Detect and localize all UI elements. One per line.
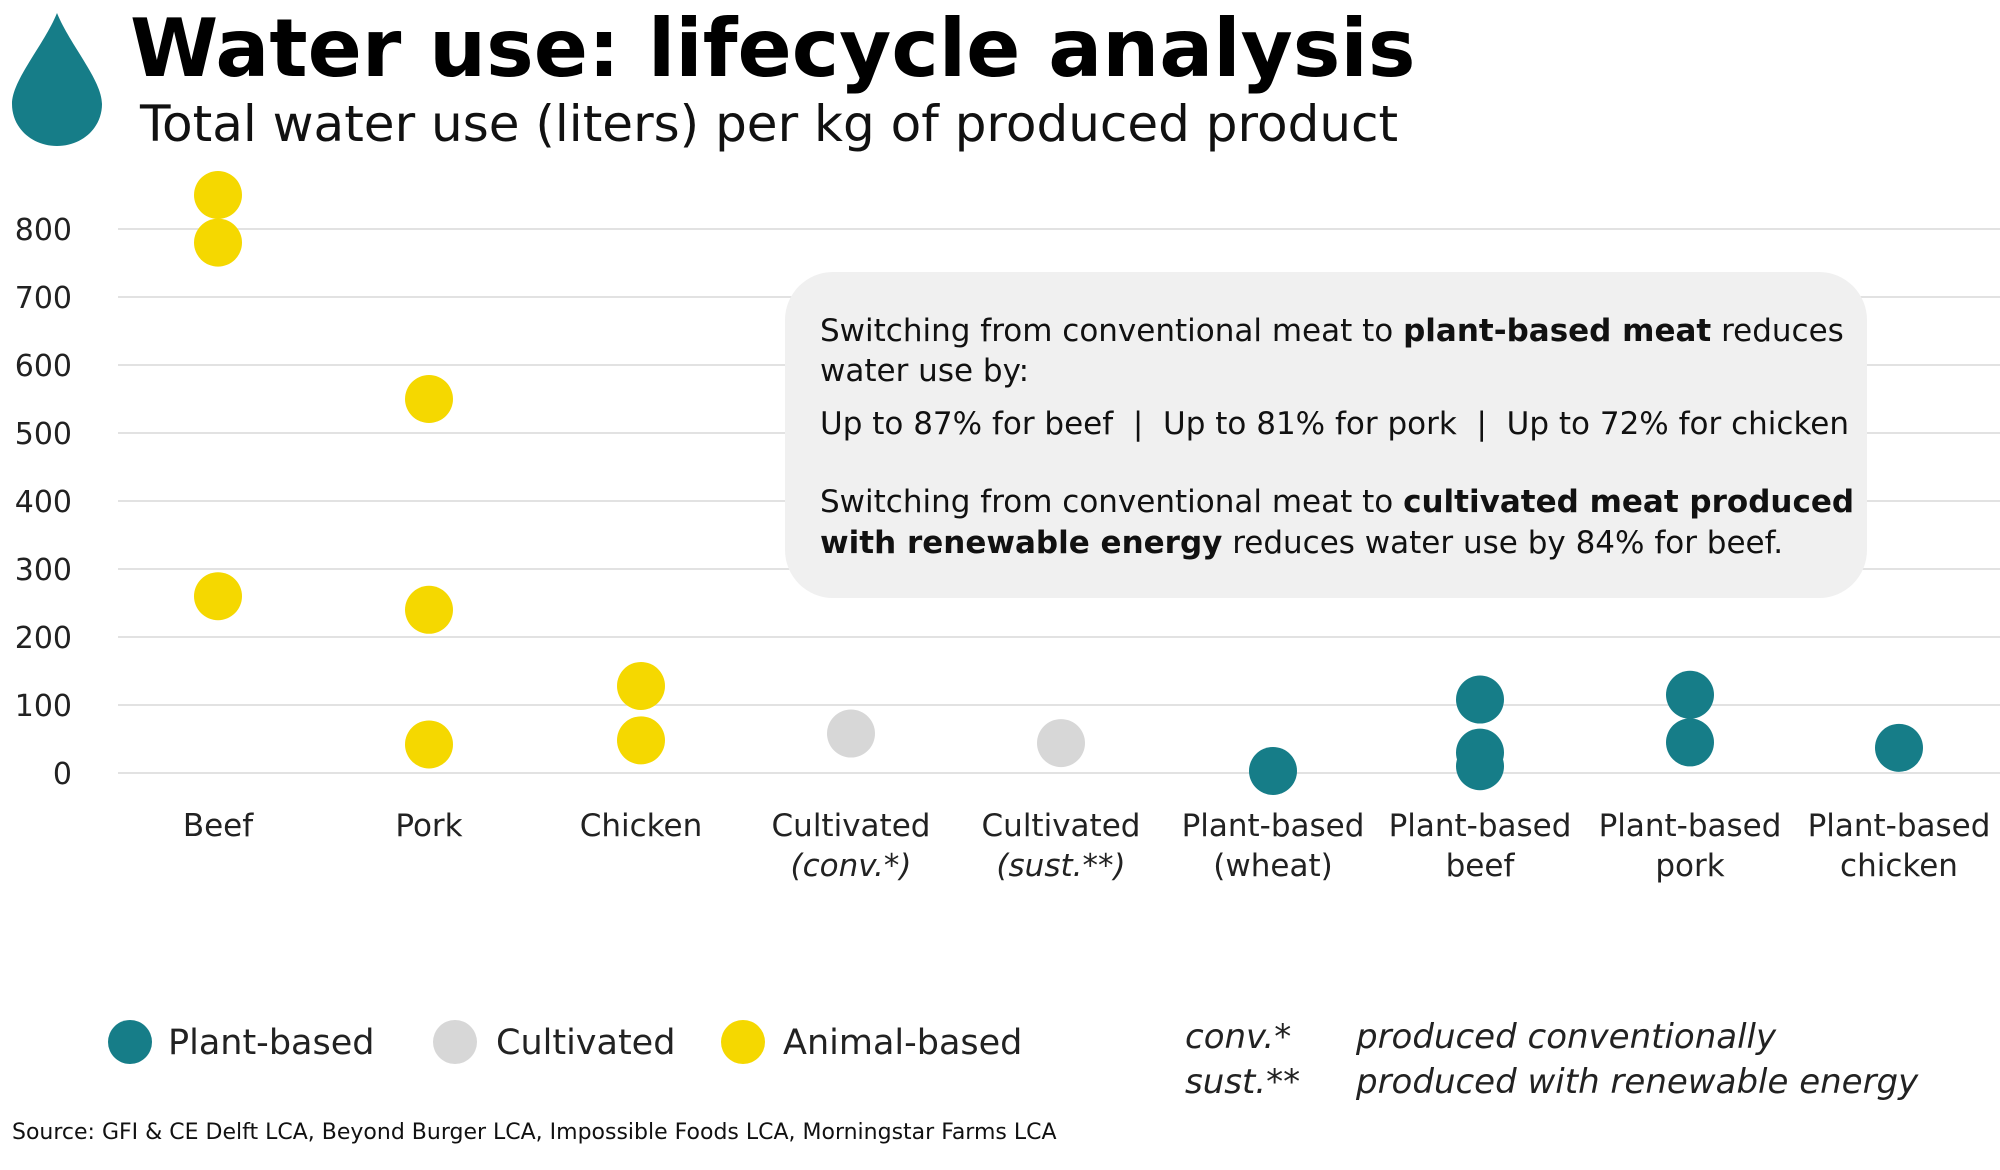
category-label-6-line-2: (wheat) bbox=[1213, 848, 1332, 884]
data-points bbox=[194, 171, 1923, 795]
category-label-2: Pork bbox=[395, 808, 462, 844]
category-label-7: Plant-based bbox=[1389, 808, 1572, 844]
y-axis-ticks: 0 100 200 300 400 500 600 700 800 bbox=[15, 213, 72, 792]
point-animal-based-1 bbox=[194, 171, 242, 219]
point-plant-based-7 bbox=[1875, 723, 1923, 772]
footnote-key-conv: conv.* bbox=[1185, 1017, 1291, 1057]
footnote-text-conv: produced conventionally bbox=[1355, 1017, 1777, 1057]
category-label-5-line-2: (sust.**) bbox=[996, 848, 1125, 884]
x-axis-categories: Beef Pork Chicken Cultivated (conv.*) Cultiva… bbox=[183, 808, 1991, 884]
point-animal-based-7 bbox=[617, 661, 665, 710]
y-tick-label-100: 100 bbox=[15, 689, 72, 724]
category-label-5: Cultivated bbox=[982, 808, 1141, 844]
legend-label-plant-based: Plant-based bbox=[168, 1023, 374, 1063]
category-label-9: Plant-based bbox=[1808, 808, 1991, 844]
point-animal-based-6 bbox=[405, 720, 453, 769]
chart-title: Water use: lifecycle analysis bbox=[130, 2, 1415, 95]
category-label-9-line-2: chicken bbox=[1840, 848, 1958, 884]
legend-swatch-animal-based bbox=[721, 1020, 765, 1064]
footnote-key-sust: sust.** bbox=[1185, 1062, 1300, 1102]
point-plant-based-2 bbox=[1456, 675, 1504, 724]
footnotes: conv.* produced conventionally sust.** p… bbox=[1185, 1017, 1919, 1102]
y-tick-label-300: 300 bbox=[15, 553, 72, 588]
callout-paragraph-3-line-2: with renewable energy reduces water use … bbox=[820, 525, 1783, 561]
y-tick-label-0: 0 bbox=[53, 757, 72, 792]
legend-swatch-plant-based bbox=[108, 1020, 152, 1064]
point-plant-based-1 bbox=[1249, 746, 1297, 795]
category-label-7-line-2: beef bbox=[1446, 848, 1516, 884]
source-note: Source: GFI & CE Delft LCA, Beyond Burge… bbox=[12, 1120, 1057, 1145]
y-tick-label-600: 600 bbox=[15, 349, 72, 384]
point-plant-based-5 bbox=[1666, 670, 1714, 719]
chart-subtitle: Total water use (liters) per kg of produ… bbox=[139, 95, 1398, 153]
legend-label-animal-based: Animal-based bbox=[783, 1023, 1022, 1063]
category-label-4: Cultivated bbox=[772, 808, 931, 844]
callout-paragraph-1: Switching from conventional meat to plan… bbox=[820, 313, 1844, 349]
legend-label-cultivated: Cultivated bbox=[496, 1023, 675, 1063]
footnote-text-sust: produced with renewable energy bbox=[1355, 1062, 1919, 1102]
category-label-1: Beef bbox=[183, 808, 254, 844]
point-animal-based-3 bbox=[194, 572, 242, 621]
point-cultivated-1 bbox=[827, 709, 875, 758]
category-label-8: Plant-based bbox=[1599, 808, 1782, 844]
category-label-3: Chicken bbox=[580, 808, 703, 844]
category-label-8-line-2: pork bbox=[1655, 848, 1724, 884]
y-tick-label-200: 200 bbox=[15, 621, 72, 656]
callout-paragraph-2: Up to 87% for beef | Up to 81% for pork … bbox=[820, 406, 1849, 442]
y-tick-label-400: 400 bbox=[15, 485, 72, 520]
point-plant-based-6 bbox=[1666, 718, 1714, 767]
point-animal-based-4 bbox=[405, 375, 453, 423]
category-label-4-line-2: (conv.*) bbox=[790, 848, 911, 884]
legend-swatch-cultivated bbox=[433, 1020, 477, 1064]
point-animal-based-8 bbox=[617, 716, 665, 765]
callout-background bbox=[785, 272, 1867, 598]
category-label-6: Plant-based bbox=[1182, 808, 1365, 844]
legend: Plant-based Cultivated Animal-based bbox=[108, 1020, 1022, 1064]
callout-paragraph-3: Switching from conventional meat to cult… bbox=[820, 484, 1854, 520]
y-tick-label-700: 700 bbox=[15, 281, 72, 316]
point-cultivated-2 bbox=[1037, 719, 1085, 768]
point-plant-based-4 bbox=[1456, 742, 1504, 791]
water-drop-icon bbox=[12, 13, 102, 146]
callout-paragraph-1-line-2: water use by: bbox=[820, 353, 1029, 389]
y-tick-label-800: 800 bbox=[15, 213, 72, 248]
y-tick-label-500: 500 bbox=[15, 417, 72, 452]
callout-box: Switching from conventional meat to plan… bbox=[785, 272, 1867, 598]
point-animal-based-5 bbox=[405, 585, 453, 634]
point-animal-based-2 bbox=[194, 218, 242, 267]
